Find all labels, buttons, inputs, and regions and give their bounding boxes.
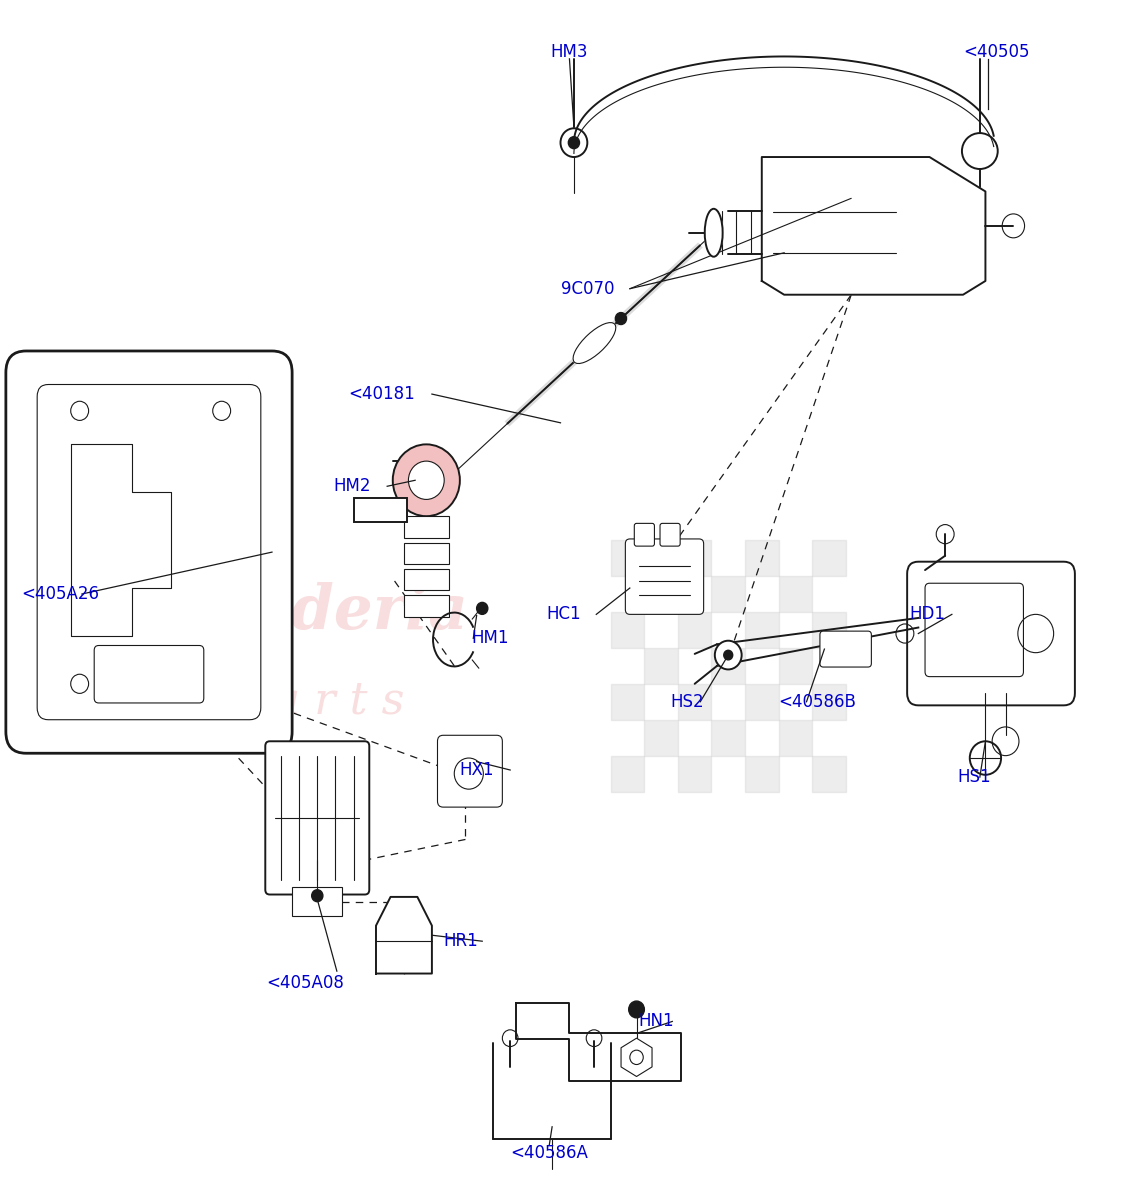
Bar bbox=[745, 756, 779, 792]
Bar bbox=[645, 576, 678, 612]
FancyBboxPatch shape bbox=[37, 384, 261, 720]
Bar bbox=[404, 569, 448, 590]
Bar bbox=[779, 648, 812, 684]
FancyBboxPatch shape bbox=[925, 583, 1023, 677]
Ellipse shape bbox=[408, 461, 444, 499]
FancyBboxPatch shape bbox=[634, 523, 655, 546]
Circle shape bbox=[312, 889, 323, 901]
Bar bbox=[745, 612, 779, 648]
Text: HN1: HN1 bbox=[639, 1013, 675, 1031]
Polygon shape bbox=[516, 1003, 682, 1081]
Polygon shape bbox=[376, 896, 432, 973]
Polygon shape bbox=[71, 444, 172, 636]
Bar bbox=[812, 540, 845, 576]
FancyBboxPatch shape bbox=[266, 742, 369, 894]
Bar bbox=[712, 648, 745, 684]
Text: p a r t s: p a r t s bbox=[231, 680, 405, 724]
Text: HM1: HM1 bbox=[471, 629, 509, 647]
Ellipse shape bbox=[573, 323, 615, 364]
Bar bbox=[611, 540, 645, 576]
FancyBboxPatch shape bbox=[6, 350, 293, 754]
Bar bbox=[712, 576, 745, 612]
Bar bbox=[812, 684, 845, 720]
Circle shape bbox=[568, 137, 580, 149]
Text: <40505: <40505 bbox=[963, 43, 1029, 61]
Text: <40586A: <40586A bbox=[510, 1144, 589, 1162]
Circle shape bbox=[615, 312, 627, 324]
Bar bbox=[678, 612, 712, 648]
Circle shape bbox=[476, 602, 488, 614]
FancyBboxPatch shape bbox=[626, 539, 704, 614]
Text: HX1: HX1 bbox=[460, 761, 494, 779]
Bar bbox=[404, 542, 448, 564]
Bar bbox=[611, 756, 645, 792]
Bar bbox=[645, 648, 678, 684]
Bar bbox=[404, 595, 448, 617]
Text: 9C070: 9C070 bbox=[560, 280, 614, 298]
FancyBboxPatch shape bbox=[94, 646, 204, 703]
Text: HM3: HM3 bbox=[550, 43, 589, 61]
Circle shape bbox=[629, 1001, 645, 1018]
Bar bbox=[404, 516, 448, 538]
Text: <405A08: <405A08 bbox=[267, 974, 344, 992]
Bar bbox=[645, 720, 678, 756]
FancyBboxPatch shape bbox=[819, 631, 871, 667]
Bar bbox=[678, 540, 712, 576]
Text: <40181: <40181 bbox=[349, 385, 415, 403]
Text: HR1: HR1 bbox=[443, 932, 478, 950]
Bar bbox=[678, 756, 712, 792]
Bar bbox=[353, 498, 407, 522]
Text: scuderia: scuderia bbox=[175, 582, 467, 642]
Circle shape bbox=[724, 650, 733, 660]
Text: HM2: HM2 bbox=[333, 478, 370, 496]
Bar bbox=[812, 612, 845, 648]
Bar bbox=[812, 756, 845, 792]
Bar bbox=[745, 540, 779, 576]
Bar bbox=[779, 576, 812, 612]
Bar bbox=[611, 612, 645, 648]
FancyBboxPatch shape bbox=[907, 562, 1075, 706]
Bar bbox=[779, 720, 812, 756]
Text: <40586B: <40586B bbox=[779, 692, 856, 710]
Bar bbox=[293, 887, 342, 916]
Ellipse shape bbox=[705, 209, 723, 257]
Text: HS2: HS2 bbox=[670, 692, 704, 710]
FancyBboxPatch shape bbox=[660, 523, 680, 546]
Text: HS1: HS1 bbox=[957, 768, 991, 786]
Bar bbox=[745, 684, 779, 720]
Text: HD1: HD1 bbox=[909, 605, 945, 623]
Text: HC1: HC1 bbox=[546, 605, 581, 623]
Polygon shape bbox=[762, 157, 985, 295]
Bar bbox=[678, 684, 712, 720]
Text: <405A26: <405A26 bbox=[21, 586, 100, 604]
FancyBboxPatch shape bbox=[437, 736, 502, 808]
Circle shape bbox=[715, 641, 742, 670]
Bar bbox=[712, 720, 745, 756]
Bar bbox=[611, 684, 645, 720]
Ellipse shape bbox=[392, 444, 460, 516]
